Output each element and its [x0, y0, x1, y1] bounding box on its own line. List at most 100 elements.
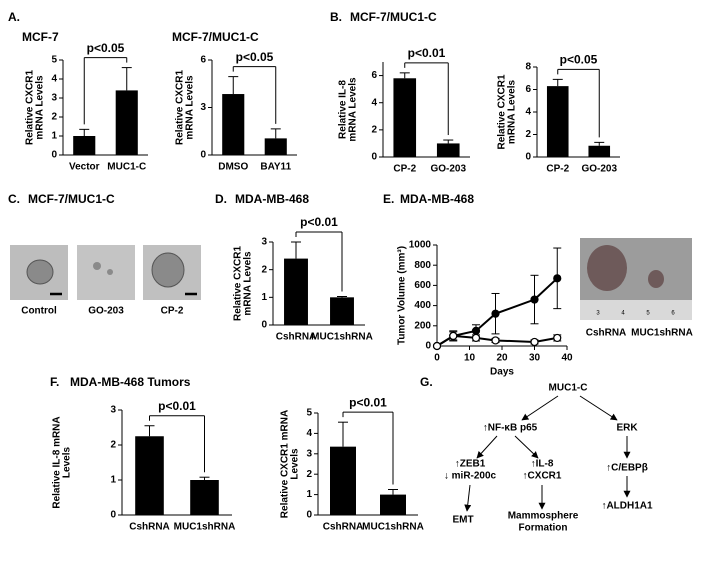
annotation: p<0.01	[300, 215, 338, 229]
panel-label: C.	[8, 192, 20, 206]
panel-label: A.	[8, 10, 20, 24]
tumor	[648, 270, 664, 288]
panel-label: D.	[215, 192, 227, 206]
x-tick-label: CshRNA	[323, 522, 364, 533]
cell	[107, 269, 113, 275]
x-tick-label: 10	[464, 353, 476, 364]
ruler-label: 4	[621, 311, 625, 317]
y-tick-label: 4	[306, 428, 312, 439]
tumor	[587, 245, 627, 291]
y-tick-label: 3	[306, 448, 312, 459]
x-tick-label: BAY11	[260, 162, 291, 173]
y-tick-label: 4	[525, 107, 531, 118]
y-tick-label: 0	[525, 152, 531, 163]
bar	[264, 138, 287, 155]
y-tick-label: 200	[414, 320, 431, 331]
node-label: Formation	[519, 523, 568, 534]
panel-title: MCF-7/MUC1-C	[350, 10, 437, 24]
y-axis-label: Relative CXCR1 mRNA	[280, 410, 291, 518]
y-axis-label: mRNA Levels	[185, 75, 196, 140]
data-point	[553, 333, 562, 343]
y-axis-label: Relative CXCR1	[175, 70, 186, 145]
y-tick-label: 2	[525, 129, 531, 140]
y-tick-label: 6	[200, 55, 206, 66]
y-tick-label: 5	[306, 408, 312, 419]
arrow	[464, 484, 472, 512]
x-tick-label: GO-203	[430, 164, 466, 175]
x-axis-label: Days	[490, 367, 514, 378]
y-tick-label: 3	[110, 405, 116, 416]
y-axis-label: Levels	[62, 446, 73, 478]
image-caption: CP-2	[161, 306, 184, 317]
y-tick-label: 8	[525, 62, 531, 73]
y-axis-label: Tumor Volume (mm³)	[397, 246, 408, 345]
y-tick-label: 3	[200, 102, 206, 113]
chart-title: MCF-7/MUC1-C	[172, 30, 259, 44]
annotation: p<0.01	[349, 395, 387, 409]
data-point	[530, 337, 539, 347]
y-tick-label: 400	[414, 300, 431, 311]
y-tick-label: 0	[261, 320, 267, 331]
node-label: ↑IL-8	[531, 459, 554, 470]
arrow	[514, 435, 539, 459]
chart-title: MCF-7	[22, 30, 59, 44]
x-tick-label: MUC1shRNA	[311, 332, 373, 343]
bar	[546, 86, 569, 157]
node-label: ↑NF-κB p65	[483, 423, 538, 434]
y-tick-label: 6	[371, 70, 377, 81]
y-tick-label: 0	[51, 150, 57, 161]
x-tick-label: 30	[529, 353, 541, 364]
chart-title: MDA-MB-468	[235, 192, 309, 206]
annotation: p<0.05	[560, 53, 598, 67]
bar	[135, 436, 164, 515]
annotation: p<0.01	[408, 46, 446, 60]
bar	[330, 297, 354, 325]
x-tick-label: CshRNA	[129, 522, 170, 533]
x-tick-label: Vector	[69, 162, 100, 173]
y-tick-label: 2	[306, 469, 312, 480]
arrow	[521, 395, 559, 421]
x-tick-label: MUC1-C	[107, 162, 146, 173]
annotation: p<0.05	[87, 41, 125, 55]
data-point	[449, 331, 458, 340]
x-tick-label: CshRNA	[276, 332, 317, 343]
y-tick-label: 4	[371, 97, 377, 108]
bar	[380, 494, 406, 515]
y-tick-label: 0	[371, 152, 377, 163]
y-axis-label: mRNA Levels	[507, 80, 518, 145]
data-point	[471, 326, 481, 335]
node-label: ↑ZEB1	[455, 459, 486, 470]
y-tick-label: 2	[261, 264, 267, 275]
bar	[393, 78, 417, 157]
panel-title: MDA-MB-468 Tumors	[70, 375, 191, 389]
annotation: p<0.05	[236, 50, 274, 64]
bar	[222, 94, 245, 155]
y-tick-label: 1000	[409, 240, 432, 251]
y-axis-label: Relative CXCR1	[25, 70, 36, 145]
ruler-label: 6	[671, 311, 675, 317]
x-tick-label: 40	[561, 353, 573, 364]
micrographs	[10, 245, 201, 300]
y-axis-label: mRNA Levels	[35, 75, 46, 140]
node-label: MUC1-C	[549, 383, 588, 394]
panel-label: G.	[420, 375, 433, 389]
ruler	[580, 300, 692, 320]
bar	[190, 480, 219, 515]
y-axis-label: Relative IL-8	[338, 80, 349, 139]
sphere	[26, 259, 54, 285]
y-tick-label: 2	[371, 124, 377, 135]
data-point	[491, 336, 500, 345]
tumor-photo	[580, 238, 692, 320]
x-tick-label: GO-203	[581, 164, 617, 175]
y-tick-label: 2	[110, 440, 116, 451]
y-tick-label: 0	[110, 510, 116, 521]
panel-label: B.	[330, 10, 342, 24]
y-tick-label: 2	[51, 112, 57, 123]
image-caption: GO-203	[88, 306, 124, 317]
ruler-label: 3	[596, 311, 600, 317]
y-tick-label: 4	[51, 74, 57, 85]
image-caption: MUC1shRNA	[631, 328, 693, 339]
y-tick-label: 600	[414, 280, 431, 291]
y-tick-label: 0	[200, 150, 206, 161]
